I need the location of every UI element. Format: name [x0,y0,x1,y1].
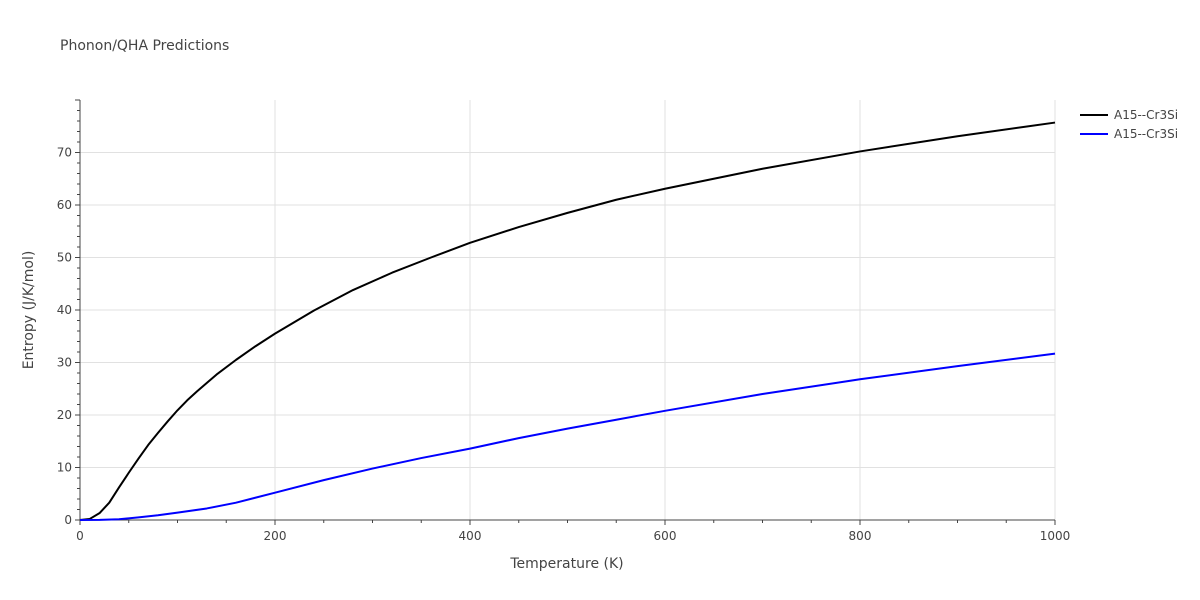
x-tick-label: 0 [76,529,84,543]
y-axis-title: Entropy (J/K/mol) [21,251,37,370]
x-tick-label: 800 [849,529,872,543]
legend-item-1[interactable]: A15--Cr3Si [1080,108,1178,122]
x-tick-label: 600 [654,529,677,543]
y-tick-label: 0 [64,513,72,527]
series-line-2 [79,352,1056,521]
x-tick-label: 200 [264,529,287,543]
y-tick-label: 40 [57,303,72,317]
series-line-1 [79,121,1056,521]
tick-labels: 0 200 400 600 800 1000 0 10 20 30 40 50 60 70 [57,146,1071,544]
legend-label: A15--Cr3Si [1114,108,1178,122]
y-tick-label: 20 [57,408,72,422]
y-tick-label: 60 [57,198,72,212]
x-axis-title: Temperature (K) [509,556,623,572]
x-tick-label: 400 [459,529,482,543]
chart-title: Phonon/QHA Predictions [60,38,229,54]
plot-area [79,121,1056,521]
grid [80,100,1056,520]
y-tick-label: 50 [57,251,72,265]
axes [75,99,1056,525]
y-tick-label: 10 [57,461,72,475]
legend[interactable]: A15--Cr3Si A15--Cr3Si [1080,108,1178,141]
x-tick-label: 1000 [1040,529,1071,543]
legend-item-2[interactable]: A15--Cr3Si [1080,127,1178,141]
y-tick-label: 70 [57,146,72,160]
y-tick-label: 30 [57,356,72,370]
legend-label: A15--Cr3Si [1114,127,1178,141]
